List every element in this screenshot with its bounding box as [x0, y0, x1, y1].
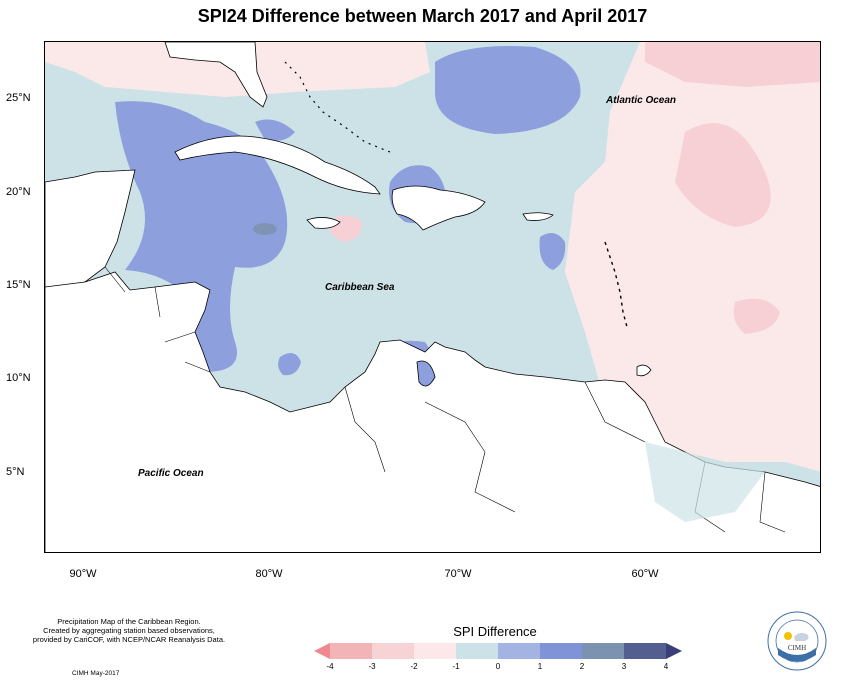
- legend-tick-label: -1: [452, 662, 460, 671]
- legend-swatch: [540, 643, 582, 659]
- neutral-patch-south: [645, 442, 765, 522]
- lat-label-25n: 25°N: [6, 92, 31, 104]
- land-yucatan: [45, 169, 136, 288]
- cimh-logo: CIMH: [767, 611, 827, 671]
- wet-dark-spot: [253, 223, 277, 235]
- lat-label-5n: 5°N: [6, 466, 25, 478]
- spi-map: [44, 41, 821, 553]
- footer-line-3: provided by CariCOF, with NCEP/NCAR Rean…: [32, 635, 226, 644]
- caribbean-sea-label: Caribbean Sea: [325, 282, 395, 293]
- land-florida: [164, 42, 268, 108]
- land-jamaica: [306, 217, 341, 229]
- legend-colorbar: [314, 643, 682, 659]
- lat-label-10n: 10°N: [6, 372, 31, 384]
- pacific-ocean-label: Pacific Ocean: [138, 468, 204, 479]
- wet-area-north: [435, 46, 581, 134]
- land-puerto-rico: [522, 212, 554, 221]
- dry-blob-3: [733, 298, 780, 334]
- dry-blob-2: [645, 42, 820, 87]
- lat-label-20n: 20°N: [6, 186, 31, 198]
- legend-arrow-high: [666, 643, 682, 659]
- lon-label-60w: 60°W: [631, 568, 659, 580]
- legend-arrow-low: [314, 643, 330, 659]
- lon-label-90w: 90°W: [69, 568, 97, 580]
- legend-tick-label: -3: [368, 662, 376, 671]
- legend-swatch: [624, 643, 666, 659]
- legend-swatch: [498, 643, 540, 659]
- land-trinidad: [636, 364, 652, 377]
- logo-text: CIMH: [788, 644, 806, 652]
- footer-credit: CIMH May-2017: [72, 670, 120, 677]
- legend-tick-label: 0: [495, 662, 501, 671]
- footer-description: Precipitation Map of the Caribbean Regio…: [16, 617, 242, 644]
- legend-swatch: [330, 643, 372, 659]
- dry-blob-1: [675, 123, 771, 227]
- atlantic-ocean-label: Atlantic Ocean: [606, 95, 677, 106]
- legend-swatch: [582, 643, 624, 659]
- land-cuba: [174, 135, 381, 195]
- wet-area-pr: [539, 233, 566, 270]
- legend-tick-label: 1: [537, 662, 543, 671]
- legend-swatch: [414, 643, 456, 659]
- legend-tick-label: -4: [326, 662, 334, 671]
- footer-line-2: Created by aggregating station based obs…: [43, 626, 215, 635]
- land-hispaniola: [391, 185, 486, 231]
- wet-area-panama: [278, 353, 301, 376]
- legend-swatch: [372, 643, 414, 659]
- legend-title: SPI Difference: [453, 624, 537, 639]
- land-lake-maracaibo: [416, 360, 436, 387]
- land-bahamas: [284, 61, 391, 153]
- lon-label-70w: 70°W: [444, 568, 472, 580]
- wet-area-bahamas: [255, 119, 295, 141]
- legend-tick-label: 4: [663, 662, 669, 671]
- legend-swatch: [456, 643, 498, 659]
- legend-tick-label: 3: [621, 662, 627, 671]
- footer-line-1: Precipitation Map of the Caribbean Regio…: [57, 617, 201, 626]
- legend-tick-label: -2: [410, 662, 418, 671]
- legend-tick-label: 2: [579, 662, 585, 671]
- wet-area-cuba-west: [115, 101, 288, 372]
- map-title: SPI24 Difference between March 2017 and …: [197, 6, 648, 26]
- map-canvas: [45, 42, 820, 552]
- lon-label-80w: 80°W: [255, 568, 283, 580]
- lat-label-15n: 15°N: [6, 279, 31, 291]
